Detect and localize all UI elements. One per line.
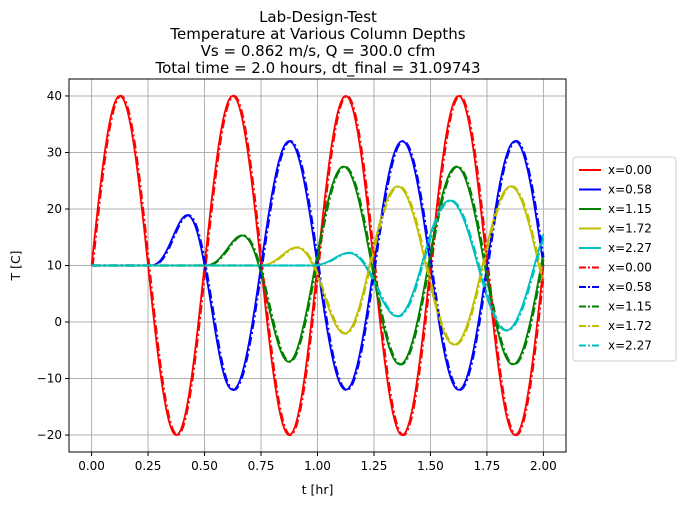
x-tick-label: 1.50: [417, 459, 444, 473]
x-axis-label: t [hr]: [302, 482, 334, 497]
y-tick-label: 40: [47, 89, 62, 103]
legend-label: x=0.00: [608, 163, 652, 177]
legend-label: x=0.58: [608, 280, 652, 294]
title-line: Temperature at Various Column Depths: [169, 25, 465, 43]
series-lines: [90, 94, 545, 437]
legend-label: x=1.72: [608, 222, 652, 236]
title-line: Total time = 2.0 hours, dt_final = 31.09…: [154, 59, 480, 78]
legend-label: x=1.15: [608, 300, 652, 314]
y-tick-label: 0: [54, 315, 62, 329]
legend-label: x=2.27: [608, 241, 652, 255]
x-tick-label: 1.25: [361, 459, 388, 473]
legend: x=0.00 x=0.58 x=1.15 x=1.72 x=2.27 x=0.00 x=0.…: [572, 156, 677, 362]
x-tick-label: 0.25: [135, 459, 162, 473]
legend-label: x=1.72: [608, 319, 652, 333]
y-axis-label: T [C]: [8, 250, 23, 281]
y-tick-label: 20: [47, 202, 62, 216]
title-line: Lab-Design-Test: [259, 8, 377, 26]
legend-label: x=1.15: [608, 202, 652, 216]
title-line: Vs = 0.862 m/s, Q = 300.0 cfm: [201, 42, 436, 60]
x-tick-label: 2.00: [530, 459, 557, 473]
y-tick-label: 10: [47, 259, 62, 273]
x-tick-label: 0.00: [78, 459, 105, 473]
series-line-dashdot-5: [91, 94, 545, 437]
x-tick-label: 1.00: [304, 459, 331, 473]
x-tick-label: 1.75: [474, 459, 501, 473]
series-line-dashdot-9: [91, 199, 545, 332]
y-tick-label: −20: [37, 428, 62, 442]
legend-label: x=2.27: [608, 339, 652, 353]
legend-label: x=0.00: [608, 261, 652, 275]
y-tick-label: −10: [37, 372, 62, 386]
x-tick-label: 0.50: [191, 459, 218, 473]
legend-label: x=0.58: [608, 183, 652, 197]
grid: [69, 79, 566, 452]
x-axis: 0.00 0.25 0.50 0.75 1.00 1.25 1.50 1.75 2.00: [78, 452, 557, 473]
x-tick-label: 0.75: [248, 459, 275, 473]
y-axis: −20 −10 0 10 20 30 40: [37, 89, 69, 442]
y-tick-label: 30: [47, 145, 62, 159]
